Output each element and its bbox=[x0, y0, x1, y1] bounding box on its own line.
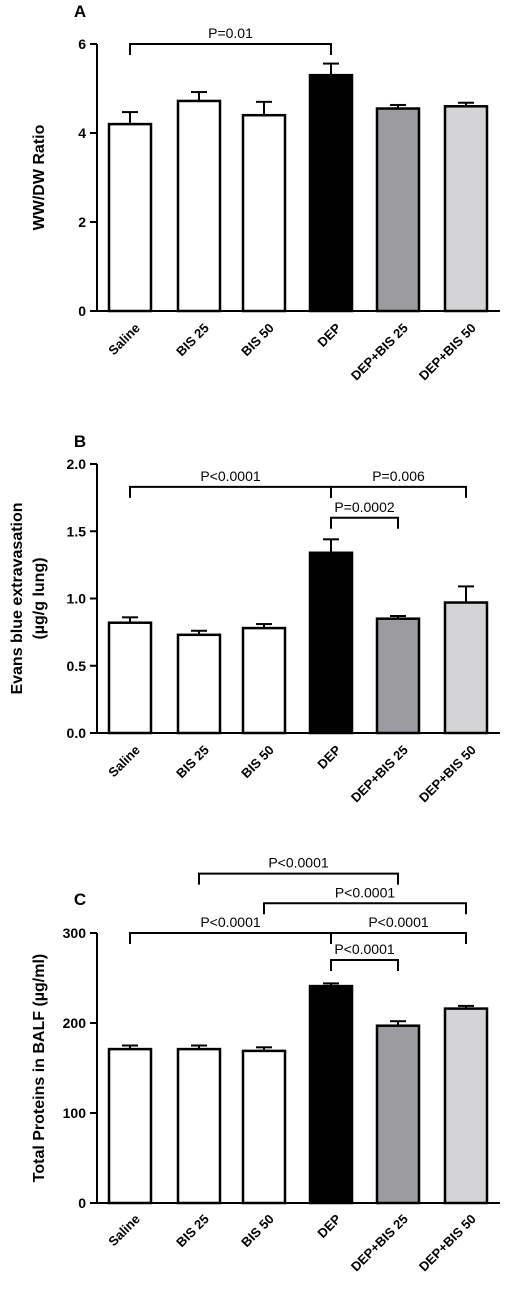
y-tick-label: 6 bbox=[78, 36, 86, 52]
category-label: DEP bbox=[314, 320, 344, 350]
p-value-label: P<0.0001 bbox=[335, 884, 396, 900]
category-label: BIS 50 bbox=[238, 742, 277, 781]
bar bbox=[107, 122, 153, 313]
bar bbox=[241, 113, 287, 313]
bar bbox=[375, 107, 421, 313]
y-tick-label: 200 bbox=[63, 1015, 87, 1031]
bar bbox=[241, 1049, 287, 1205]
bar bbox=[176, 99, 222, 313]
y-axis-label: Evans blue extravasation (µg/g lung) bbox=[9, 502, 48, 694]
bar bbox=[176, 1047, 222, 1205]
significance-bracket bbox=[330, 932, 467, 944]
bar bbox=[443, 601, 489, 735]
y-axis-label: Total Proteins in BALF (µg/ml) bbox=[31, 954, 48, 1182]
category-label: DEP+BIS 50 bbox=[416, 1211, 479, 1274]
category-label: DEP+BIS 25 bbox=[348, 320, 411, 383]
category-label: BIS 25 bbox=[173, 1211, 212, 1250]
category-label: DEP bbox=[314, 1211, 344, 1241]
category-label: Saline bbox=[105, 742, 143, 780]
category-label: Saline bbox=[105, 320, 143, 358]
panel-b: B 0.0 0.5 1.0 1.5 2.0 Evans blue extravasation… bbox=[9, 432, 500, 805]
y-tick-label: 0.5 bbox=[67, 658, 87, 674]
p-value-label: P=0.006 bbox=[372, 468, 425, 484]
significance-bracket bbox=[330, 485, 467, 498]
significance-bracket bbox=[198, 872, 399, 885]
y-tick-label: 2 bbox=[78, 214, 86, 230]
significance-bracket bbox=[263, 902, 467, 915]
y-tick-label: 0 bbox=[78, 303, 86, 319]
category-label: BIS 50 bbox=[238, 1211, 277, 1250]
category-label: BIS 50 bbox=[238, 320, 277, 359]
y-tick-label: 2.0 bbox=[67, 456, 87, 472]
category-label: DEP+BIS 50 bbox=[416, 320, 479, 383]
category-label: DEP+BIS 50 bbox=[416, 742, 479, 805]
y-tick-label: 1.5 bbox=[67, 523, 87, 539]
category-label: DEP+BIS 25 bbox=[348, 742, 411, 805]
p-value-label: P=0.0002 bbox=[334, 499, 395, 515]
bar bbox=[308, 73, 354, 313]
bar bbox=[443, 105, 489, 313]
bar bbox=[375, 617, 421, 735]
y-tick-label: 1.0 bbox=[67, 591, 87, 607]
y-tick-label: 300 bbox=[63, 925, 87, 941]
bar bbox=[443, 1007, 489, 1205]
bar bbox=[375, 1024, 421, 1205]
category-label: Saline bbox=[105, 1211, 143, 1249]
category-label: BIS 25 bbox=[173, 742, 212, 781]
bar bbox=[176, 633, 222, 735]
p-value-label: P<0.0001 bbox=[368, 914, 429, 930]
bar bbox=[107, 1047, 153, 1205]
y-axis-label: WW/DW Ratio bbox=[31, 124, 48, 230]
y-tick-label: 0.0 bbox=[67, 725, 87, 741]
p-value-label: P=0.01 bbox=[208, 25, 253, 41]
y-tick-label: 100 bbox=[63, 1105, 87, 1121]
bar bbox=[308, 984, 354, 1205]
significance-bracket bbox=[129, 932, 332, 944]
bar bbox=[241, 626, 287, 735]
p-value-label: P<0.0001 bbox=[200, 914, 261, 930]
p-value-label: P<0.0001 bbox=[334, 941, 395, 957]
significance-bracket bbox=[330, 959, 399, 971]
y-tick-label: 0 bbox=[78, 1195, 86, 1211]
p-value-label: P<0.0001 bbox=[200, 468, 261, 484]
bar bbox=[308, 551, 354, 735]
category-label: DEP bbox=[314, 742, 344, 772]
panel-letter: A bbox=[74, 2, 86, 21]
y-axis-label-line: (µg/g lung) bbox=[31, 557, 48, 639]
category-label: DEP+BIS 25 bbox=[348, 1211, 411, 1274]
y-tick-label: 4 bbox=[78, 125, 86, 141]
significance-bracket bbox=[330, 516, 399, 529]
significance-bracket bbox=[129, 485, 332, 498]
p-value-label: P<0.0001 bbox=[268, 855, 329, 871]
y-axis-label-line: Evans blue extravasation bbox=[9, 502, 26, 694]
panel-letter: C bbox=[74, 890, 86, 909]
significance-bracket bbox=[129, 43, 332, 55]
category-label: BIS 25 bbox=[173, 320, 212, 359]
panel-c: C 0 100 200 300 Total Proteins in BALF (µg/ml… bbox=[31, 855, 500, 1274]
panel-letter: B bbox=[74, 432, 86, 451]
bar bbox=[107, 621, 153, 735]
